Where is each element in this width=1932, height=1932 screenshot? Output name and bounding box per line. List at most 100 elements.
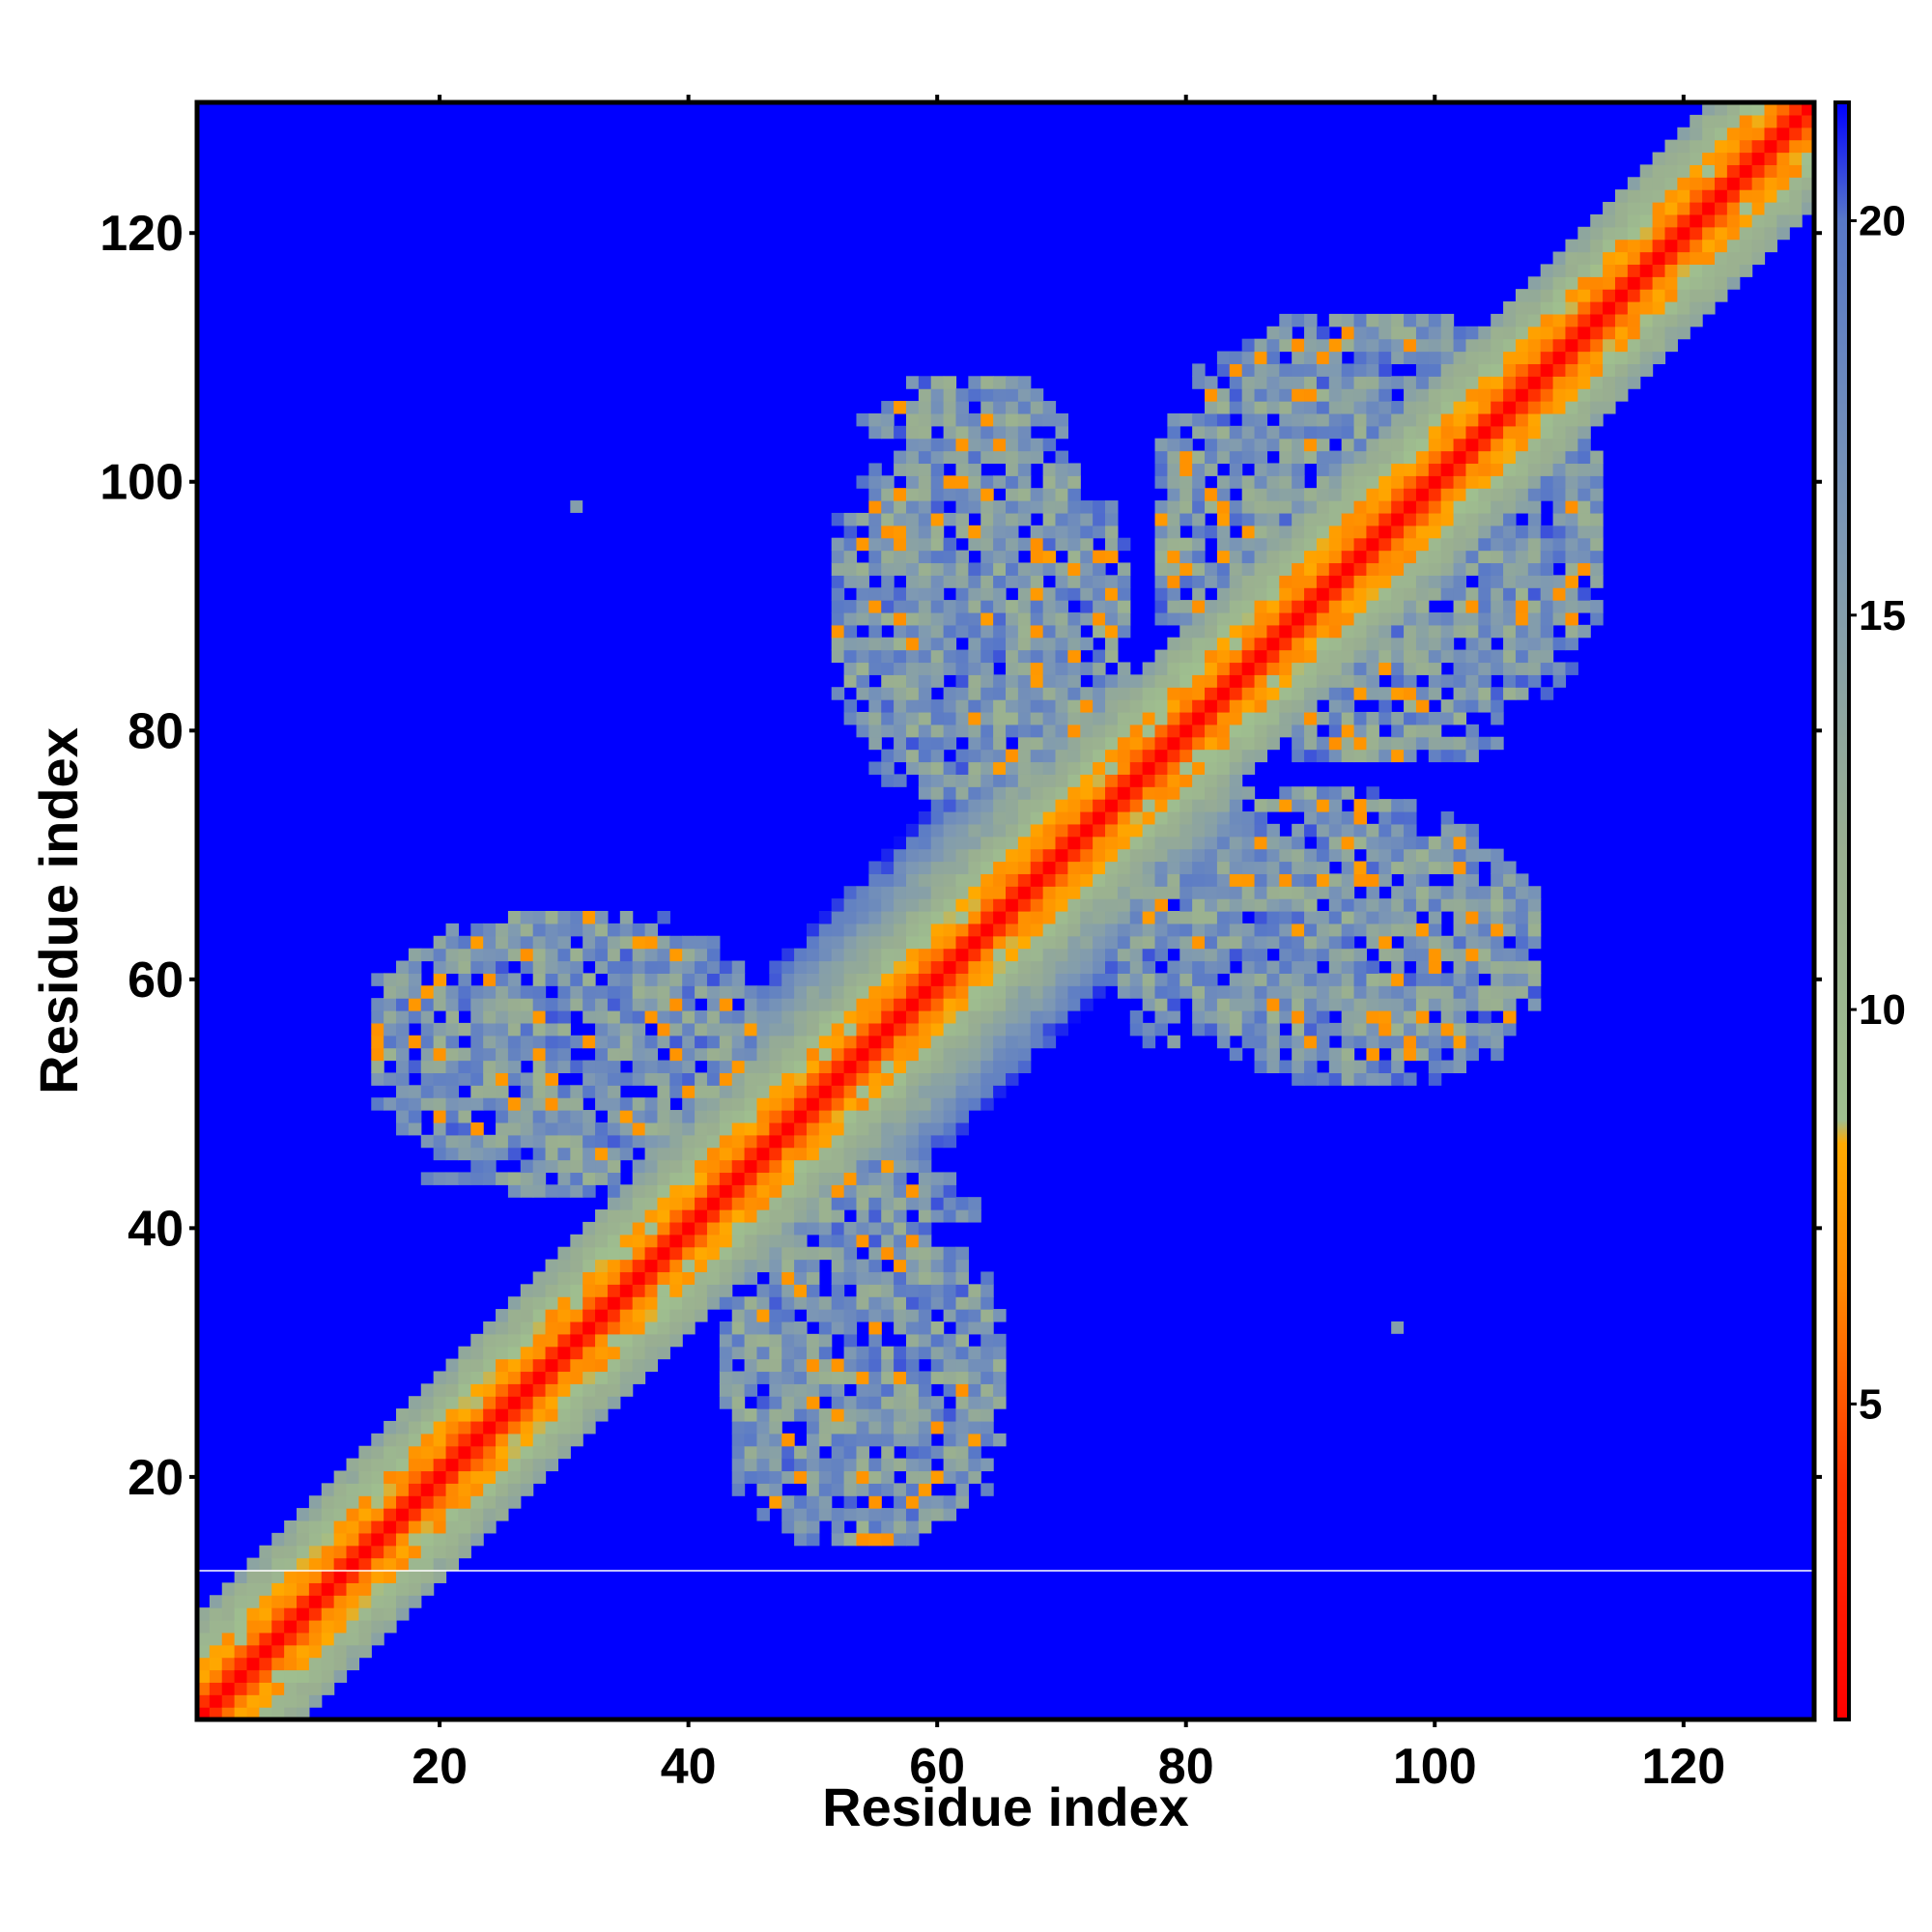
heatmap-cell: [1006, 600, 1019, 613]
heatmap-cell: [781, 1371, 795, 1384]
heatmap-cell: [607, 1022, 621, 1037]
heatmap-cell: [1328, 662, 1343, 675]
heatmap-cell: [968, 1047, 981, 1062]
heatmap-cell: [607, 1097, 621, 1111]
heatmap-cell: [918, 1010, 932, 1024]
heatmap-cell: [1216, 960, 1231, 974]
heatmap-cell: [943, 1085, 957, 1098]
heatmap-cell: [308, 1694, 323, 1708]
heatmap-cell: [930, 674, 945, 688]
heatmap-cell: [1366, 749, 1379, 763]
heatmap-cell: [396, 1532, 410, 1547]
heatmap-cell: [271, 1619, 285, 1634]
heatmap-cell: [1179, 512, 1193, 526]
heatmap-cell: [1428, 861, 1442, 874]
heatmap-cell: [1006, 1047, 1019, 1062]
heatmap-cell: [1453, 923, 1467, 937]
heatmap-cell: [1192, 600, 1206, 613]
heatmap-cell: [1042, 512, 1057, 526]
heatmap-cell: [1129, 848, 1144, 863]
heatmap-cell: [1478, 600, 1492, 613]
heatmap-cell: [470, 1383, 484, 1397]
heatmap-cell: [408, 1483, 422, 1496]
heatmap-cell: [1154, 736, 1168, 751]
heatmap-cell: [1677, 226, 1690, 241]
heatmap-cell: [1006, 861, 1019, 874]
heatmap-cell: [1229, 973, 1243, 986]
heatmap-cell: [1304, 1010, 1318, 1024]
heatmap-cell: [818, 935, 833, 950]
heatmap-cell: [1515, 624, 1529, 639]
heatmap-cell: [1341, 338, 1355, 353]
heatmap-cell: [1006, 923, 1019, 937]
heatmap-cell: [943, 624, 957, 639]
heatmap-cell: [1341, 611, 1355, 626]
heatmap-cell: [756, 1110, 770, 1123]
heatmap-cell: [894, 1271, 907, 1285]
heatmap-cell: [968, 1085, 981, 1098]
heatmap-cell: [483, 1072, 497, 1086]
heatmap-cell: [955, 823, 969, 838]
heatmap-cell: [1527, 276, 1542, 290]
heatmap-cell: [1006, 674, 1019, 688]
heatmap-cell: [1465, 960, 1479, 974]
heatmap-cell: [1328, 799, 1343, 812]
heatmap-cell: [1465, 488, 1479, 501]
heatmap-cell: [1664, 251, 1678, 265]
heatmap-cell: [1404, 998, 1417, 1011]
heatmap-cell: [1254, 1010, 1268, 1024]
heatmap-cell: [669, 1333, 683, 1348]
heatmap-cell: [943, 450, 957, 465]
heatmap-cell: [682, 1259, 696, 1273]
heatmap-cell: [1639, 338, 1654, 353]
heatmap-cell: [930, 1184, 945, 1198]
heatmap-cell: [930, 724, 945, 738]
heatmap-cell: [1503, 351, 1517, 365]
heatmap-cell: [1105, 736, 1119, 751]
heatmap-cell: [943, 649, 957, 664]
heatmap-cell: [1603, 376, 1616, 389]
heatmap-cell: [1391, 425, 1405, 440]
heatmap-cell: [1093, 786, 1106, 800]
heatmap-cell: [756, 1246, 770, 1261]
heatmap-cell: [458, 1147, 471, 1161]
heatmap-cell: [520, 960, 534, 974]
heatmap-cell: [1266, 438, 1280, 452]
heatmap-cell: [818, 1060, 833, 1073]
heatmap-cell: [1017, 736, 1032, 751]
heatmap-cell: [470, 985, 484, 999]
heatmap-cell: [695, 935, 708, 950]
heatmap-cell: [818, 1047, 833, 1062]
heatmap-cell: [794, 1383, 808, 1397]
heatmap-cell: [993, 611, 1007, 626]
heatmap-cell: [1129, 799, 1144, 812]
heatmap-cell: [719, 1271, 733, 1285]
heatmap-cell: [1216, 1022, 1231, 1037]
heatmap-cell: [993, 1433, 1007, 1447]
heatmap-cell: [1428, 674, 1442, 688]
heatmap-cell: [470, 1172, 484, 1185]
heatmap-cell: [1328, 338, 1343, 353]
heatmap-cell: [1478, 624, 1492, 639]
heatmap-cell: [868, 525, 882, 539]
heatmap-cell: [1292, 898, 1305, 912]
heatmap-cell: [1030, 898, 1044, 912]
heatmap-cell: [1117, 600, 1131, 613]
heatmap-cell: [1093, 935, 1106, 950]
heatmap-cell: [595, 1209, 609, 1223]
heatmap-cell: [1192, 537, 1206, 552]
heatmap-cell: [1603, 289, 1616, 302]
heatmap-cell: [1491, 351, 1504, 365]
heatmap-cell: [868, 1147, 882, 1161]
heatmap-cell: [458, 1445, 471, 1460]
heatmap-cell: [1527, 662, 1542, 675]
heatmap-cell: [843, 1234, 858, 1248]
heatmap-cell: [1254, 724, 1268, 738]
heatmap-cell: [1316, 587, 1330, 601]
heatmap-cell: [570, 1371, 583, 1384]
heatmap-cell: [1241, 412, 1256, 427]
heatmap-cell: [943, 1383, 957, 1397]
heatmap-cell: [930, 1396, 945, 1409]
heatmap-cell: [1216, 550, 1231, 564]
heatmap-cell: [1366, 488, 1379, 501]
